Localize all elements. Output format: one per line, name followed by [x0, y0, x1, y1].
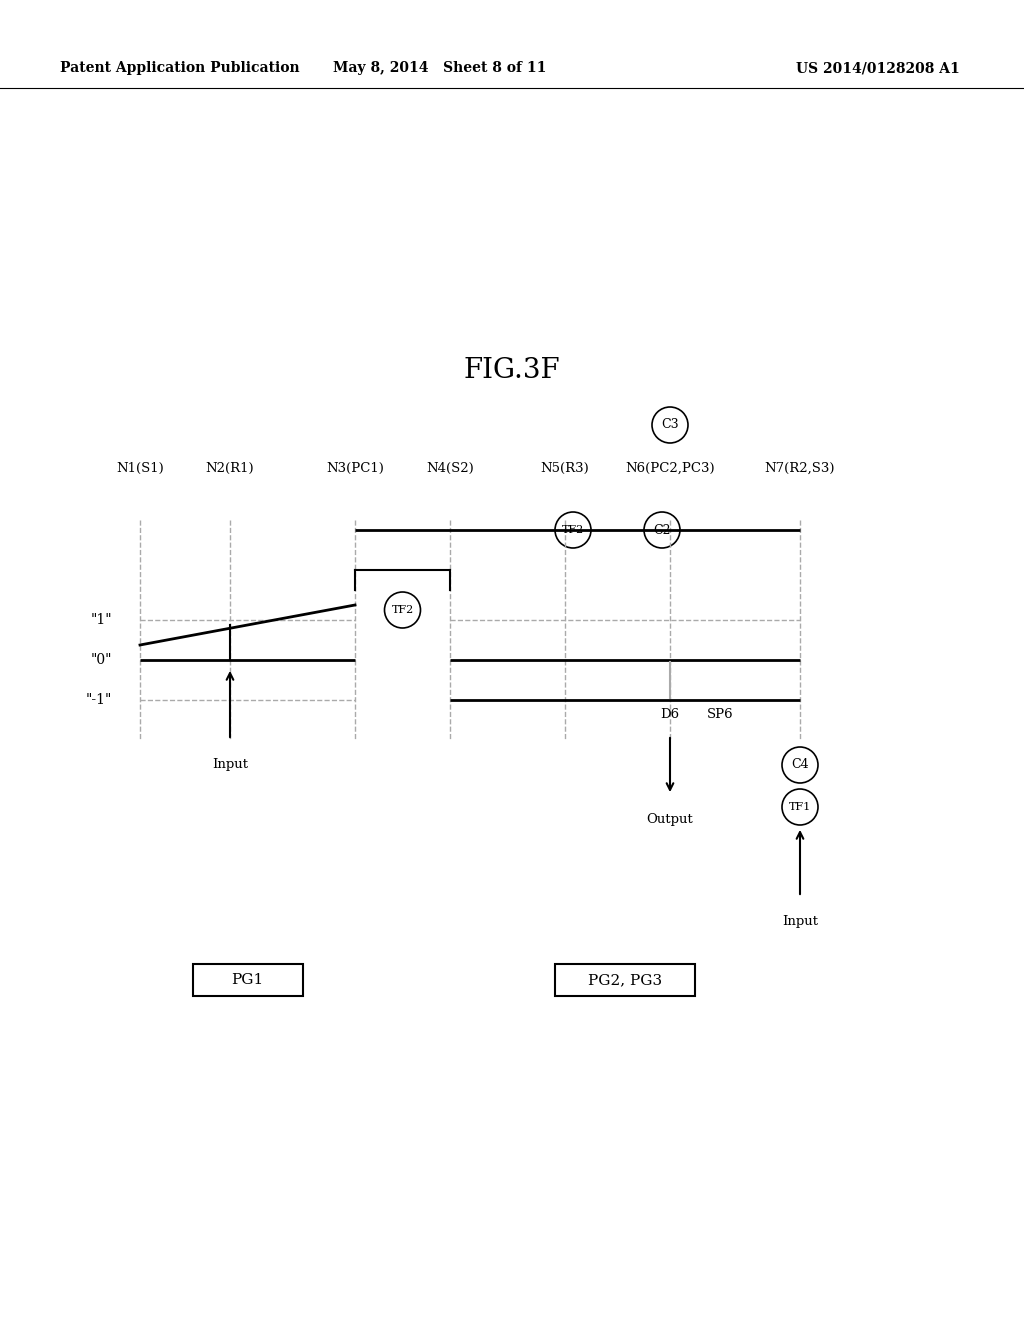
Text: FIG.3F: FIG.3F: [464, 356, 560, 384]
Text: N3(PC1): N3(PC1): [326, 462, 384, 475]
Text: Output: Output: [646, 813, 693, 826]
Circle shape: [652, 407, 688, 444]
Text: TF2: TF2: [562, 525, 584, 535]
Text: PG2, PG3: PG2, PG3: [588, 973, 663, 987]
Text: C2: C2: [653, 524, 671, 536]
Text: N6(PC2,PC3): N6(PC2,PC3): [626, 462, 715, 475]
Text: TF1: TF1: [788, 803, 811, 812]
Text: N2(R1): N2(R1): [206, 462, 254, 475]
Text: SP6: SP6: [707, 708, 733, 721]
Text: N4(S2): N4(S2): [426, 462, 474, 475]
Text: US 2014/0128208 A1: US 2014/0128208 A1: [797, 61, 961, 75]
Text: TF2: TF2: [391, 605, 414, 615]
Text: PG1: PG1: [231, 973, 263, 987]
Text: Input: Input: [212, 758, 248, 771]
Circle shape: [644, 512, 680, 548]
FancyBboxPatch shape: [193, 964, 302, 997]
Text: N1(S1): N1(S1): [116, 462, 164, 475]
Text: "0": "0": [90, 653, 112, 667]
Text: "-1": "-1": [86, 693, 112, 708]
Circle shape: [782, 747, 818, 783]
FancyBboxPatch shape: [555, 964, 695, 997]
Text: Patent Application Publication: Patent Application Publication: [60, 61, 300, 75]
Circle shape: [384, 591, 421, 628]
Text: Input: Input: [782, 915, 818, 928]
Text: May 8, 2014   Sheet 8 of 11: May 8, 2014 Sheet 8 of 11: [334, 61, 547, 75]
Text: C3: C3: [662, 418, 679, 432]
Circle shape: [555, 512, 591, 548]
Text: N7(R2,S3): N7(R2,S3): [765, 462, 836, 475]
Circle shape: [782, 789, 818, 825]
Text: C4: C4: [792, 759, 809, 771]
Text: N5(R3): N5(R3): [541, 462, 590, 475]
Text: D6: D6: [660, 708, 680, 721]
Text: "1": "1": [90, 612, 112, 627]
